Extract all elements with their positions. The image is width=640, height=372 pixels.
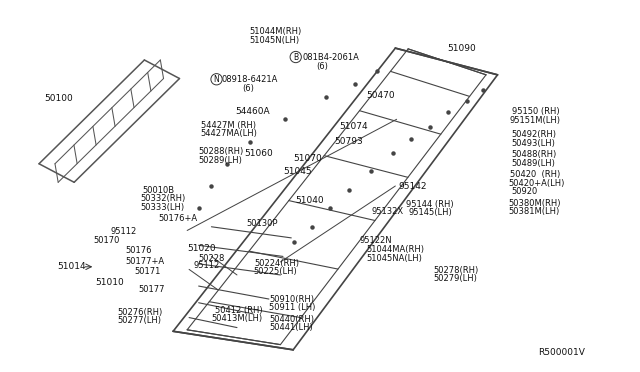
Text: 50276(RH): 50276(RH) [118, 308, 163, 317]
Text: 50488(RH): 50488(RH) [511, 150, 557, 159]
Text: 50440(RH): 50440(RH) [269, 315, 314, 324]
Text: (6): (6) [316, 62, 328, 71]
Text: 50332(RH): 50332(RH) [140, 195, 185, 203]
Text: 50493(LH): 50493(LH) [511, 138, 556, 148]
Text: 50277(LH): 50277(LH) [118, 317, 161, 326]
Text: 95112: 95112 [193, 261, 220, 270]
Text: 95145(LH): 95145(LH) [408, 208, 452, 217]
Text: 95122N: 95122N [360, 236, 392, 246]
Text: (6): (6) [242, 84, 254, 93]
Text: 50910(RH): 50910(RH) [269, 295, 314, 304]
Text: 95132X: 95132X [371, 208, 403, 217]
Text: 50489(LH): 50489(LH) [511, 158, 556, 167]
Text: 50441(LH): 50441(LH) [269, 323, 313, 332]
Text: 51040: 51040 [296, 196, 324, 205]
Text: 50171: 50171 [135, 267, 161, 276]
Text: 51045NA(LH): 51045NA(LH) [367, 254, 422, 263]
Text: 50010B: 50010B [143, 186, 175, 195]
Text: 50920: 50920 [511, 187, 538, 196]
Text: 50130P: 50130P [246, 219, 278, 228]
Text: 51074: 51074 [339, 122, 368, 131]
Text: 50176: 50176 [126, 246, 152, 255]
Text: 95150 (RH): 95150 (RH) [511, 108, 559, 116]
Text: 08918-6421A: 08918-6421A [221, 75, 277, 84]
Text: 50413M(LH): 50413M(LH) [211, 314, 262, 323]
Text: 50225(LH): 50225(LH) [253, 267, 298, 276]
Text: 54427M (RH): 54427M (RH) [200, 121, 255, 130]
Text: 50412 (RH): 50412 (RH) [214, 306, 262, 315]
Text: 54427MA(LH): 54427MA(LH) [200, 129, 257, 138]
Text: 50279(LH): 50279(LH) [433, 274, 477, 283]
Text: 50177: 50177 [138, 285, 164, 294]
Text: 50100: 50100 [44, 94, 73, 103]
Text: 50793: 50793 [334, 137, 363, 146]
Text: 51060: 51060 [244, 149, 273, 158]
Text: 95112: 95112 [111, 227, 137, 236]
Text: 51070: 51070 [293, 154, 322, 163]
Text: 50470: 50470 [366, 91, 395, 100]
Text: 50176+A: 50176+A [159, 214, 198, 223]
Text: 95151M(LH): 95151M(LH) [509, 116, 561, 125]
Text: 51045N(LH): 51045N(LH) [250, 36, 300, 45]
Text: 51090: 51090 [448, 44, 476, 53]
Text: 50380M(RH): 50380M(RH) [508, 199, 561, 208]
Text: 50228: 50228 [198, 254, 225, 263]
Text: 50381M(LH): 50381M(LH) [508, 208, 559, 217]
Text: B: B [293, 52, 298, 61]
Text: 50911 (LH): 50911 (LH) [269, 304, 316, 312]
Text: 51044M(RH): 51044M(RH) [250, 26, 302, 36]
Text: 50278(RH): 50278(RH) [433, 266, 478, 275]
Text: R500001V: R500001V [538, 347, 585, 356]
Text: 51045: 51045 [284, 167, 312, 176]
Text: 50177+A: 50177+A [126, 257, 165, 266]
Text: 51010: 51010 [95, 278, 124, 287]
Text: 51020: 51020 [187, 244, 216, 253]
Text: 54460A: 54460A [236, 108, 270, 116]
Text: 50289(LH): 50289(LH) [198, 155, 243, 164]
Text: 50288(RH): 50288(RH) [198, 147, 244, 156]
Text: 51044MA(RH): 51044MA(RH) [367, 245, 424, 254]
Text: 95142: 95142 [398, 182, 426, 191]
Text: 50170: 50170 [93, 236, 120, 246]
Text: 50492(RH): 50492(RH) [511, 130, 557, 140]
Text: N: N [214, 75, 220, 84]
Text: 081B4-2061A: 081B4-2061A [302, 52, 359, 61]
Text: 50420  (RH): 50420 (RH) [509, 170, 560, 179]
Text: 51014: 51014 [57, 262, 86, 271]
Text: 95144 (RH): 95144 (RH) [406, 200, 454, 209]
Text: 50224(RH): 50224(RH) [255, 259, 300, 268]
Text: 50333(LH): 50333(LH) [140, 203, 184, 212]
Text: 50420+A(LH): 50420+A(LH) [508, 179, 564, 187]
